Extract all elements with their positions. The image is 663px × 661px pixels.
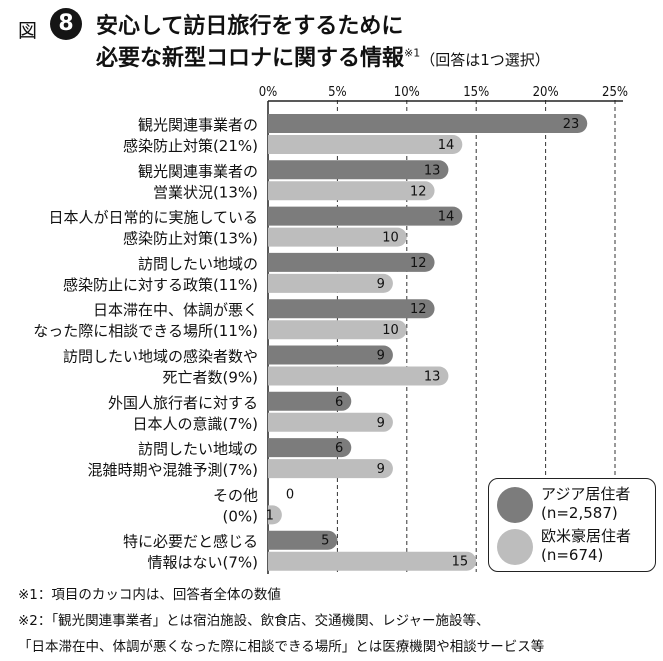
x-tick-label: 5%	[328, 85, 347, 100]
bar-west	[268, 412, 393, 432]
category-label-line: 感染防止に対する政策(11%)	[63, 276, 258, 294]
data-label-asia: 6	[335, 395, 343, 410]
data-label-asia: 13	[424, 163, 441, 178]
bar-asia	[268, 391, 352, 411]
data-label-asia: 6	[335, 441, 343, 456]
title-answer-note: （回答は1つ選択）	[420, 51, 550, 69]
legend-swatch-west	[497, 529, 533, 565]
data-label-west: 14	[438, 138, 455, 153]
data-label-asia: 14	[438, 210, 455, 225]
bar-west	[268, 551, 477, 571]
bar-asia	[268, 438, 352, 458]
category-label-line: 訪問したい地域の	[138, 440, 258, 458]
category-label-line: 観光関連事業者の	[138, 116, 258, 134]
bar-west	[268, 320, 407, 340]
category-label-line: 外国人旅行者に対する	[108, 394, 258, 412]
footnotes: ※1：項目のカッコ内は、回答者全体の数値 ※2：「観光関連事業者」とは宿泊施設、…	[18, 582, 658, 660]
bar-west	[268, 459, 393, 479]
data-label-west: 9	[377, 462, 385, 477]
legend-item-west: 欧米豪居住者 (n=674)	[497, 527, 657, 567]
legend-series-name: アジア居住者	[541, 485, 631, 503]
bar-west	[268, 508, 280, 521]
x-tick-label: 15%	[463, 85, 489, 100]
category-label-line: 訪問したい地域の	[138, 255, 258, 273]
category-label-line: 日本人が日常的に実施している	[48, 209, 258, 227]
chart-title-line-2: 必要な新型コロナに関する情報※1（回答は1つ選択）	[96, 40, 550, 72]
category-label-line: なった際に相談できる場所(11%)	[33, 322, 258, 340]
bar-asia	[268, 299, 435, 319]
category-label-line: 日本人の意識(7%)	[132, 415, 258, 433]
bar-west	[268, 273, 393, 293]
figure-number-badge: 8	[50, 8, 82, 40]
data-label-asia: 12	[410, 256, 427, 271]
x-tick-label: 25%	[602, 85, 628, 100]
bar-asia	[268, 252, 435, 272]
data-label-asia: 23	[563, 117, 580, 132]
category-label-line: 訪問したい地域の感染者数や	[63, 348, 258, 366]
legend-item-asia: アジア居住者 (n=2,587)	[497, 485, 657, 525]
data-label-asia: 5	[321, 534, 329, 549]
data-label-asia: 0	[286, 487, 294, 502]
data-label-west: 15	[452, 555, 469, 570]
data-label-west: 1	[266, 508, 274, 523]
legend-swatch-asia	[497, 487, 533, 523]
data-label-asia: 9	[377, 349, 385, 364]
category-label-line: 日本滞在中、体調が悪く	[93, 301, 258, 319]
bar-chart: 0% 5% 10% 15% 20% 25%観光関連事業者の感染防止対策(21%)2314観…	[33, 85, 628, 574]
category-label-line: 感染防止対策(21%)	[123, 137, 258, 155]
bar-west	[268, 181, 435, 201]
data-label-west: 9	[377, 416, 385, 431]
data-label-west: 10	[382, 323, 399, 338]
bar-asia	[268, 206, 463, 226]
bar-asia	[268, 530, 338, 550]
bar-asia	[268, 114, 588, 133]
x-tick-label: 10%	[394, 85, 420, 100]
data-label-asia: 12	[410, 302, 427, 317]
x-tick-label: 20%	[533, 85, 559, 100]
data-label-west: 9	[377, 277, 385, 292]
footnote-2: ※2：「観光関連事業者」とは宿泊施設、飲食店、交通機関、レジャー施設等、	[18, 613, 490, 629]
legend-sample-size: (n=674)	[541, 546, 604, 564]
category-label-line: 特に必要だと感じる	[123, 533, 258, 551]
footnote-1: ※1：項目のカッコ内は、回答者全体の数値	[18, 587, 281, 603]
figure-label: 図	[18, 20, 38, 42]
bar-asia	[268, 345, 393, 365]
data-label-west: 13	[424, 370, 441, 385]
x-tick-label: 0%	[259, 85, 278, 100]
bar-west	[268, 366, 449, 386]
data-label-west: 10	[382, 231, 399, 246]
legend-label-asia: アジア居住者 (n=2,587)	[541, 485, 630, 523]
legend-label-west: 欧米豪居住者 (n=674)	[541, 527, 631, 565]
bar-west	[268, 135, 463, 154]
category-label-line: 混雑時期や混雑予測(7%)	[87, 461, 258, 479]
data-label-west: 12	[410, 184, 427, 199]
bar-asia	[268, 160, 449, 180]
category-label-line: 情報はない(7%)	[147, 554, 258, 572]
legend-sample-size: (n=2,587)	[541, 504, 618, 522]
bar-west	[268, 227, 407, 247]
category-label-line: 観光関連事業者の	[138, 162, 258, 180]
title-footnote-marker: ※1	[404, 46, 421, 60]
category-label-line: その他	[213, 486, 258, 504]
legend-series-name: 欧米豪居住者	[541, 527, 632, 545]
chart-title-text: 必要な新型コロナに関する情報	[96, 46, 405, 71]
chart-title-line-1: 安心して訪日旅行をするために	[96, 14, 404, 39]
category-label-line: (0%)	[222, 507, 258, 525]
footnote-3: 「日本滞在中、体調が悪くなった際に相談できる場所」とは医療機関や相談サービス等	[18, 639, 545, 655]
chart-header: 図 8 安心して訪日旅行をするために 必要な新型コロナに関する情報※1（回答は1…	[0, 0, 663, 84]
category-label-line: 感染防止対策(13%)	[123, 230, 258, 248]
category-label-line: 営業状況(13%)	[153, 183, 258, 201]
category-label-line: 死亡者数(9%)	[162, 369, 258, 387]
legend: アジア居住者 (n=2,587) 欧米豪居住者 (n=674)	[488, 478, 656, 572]
